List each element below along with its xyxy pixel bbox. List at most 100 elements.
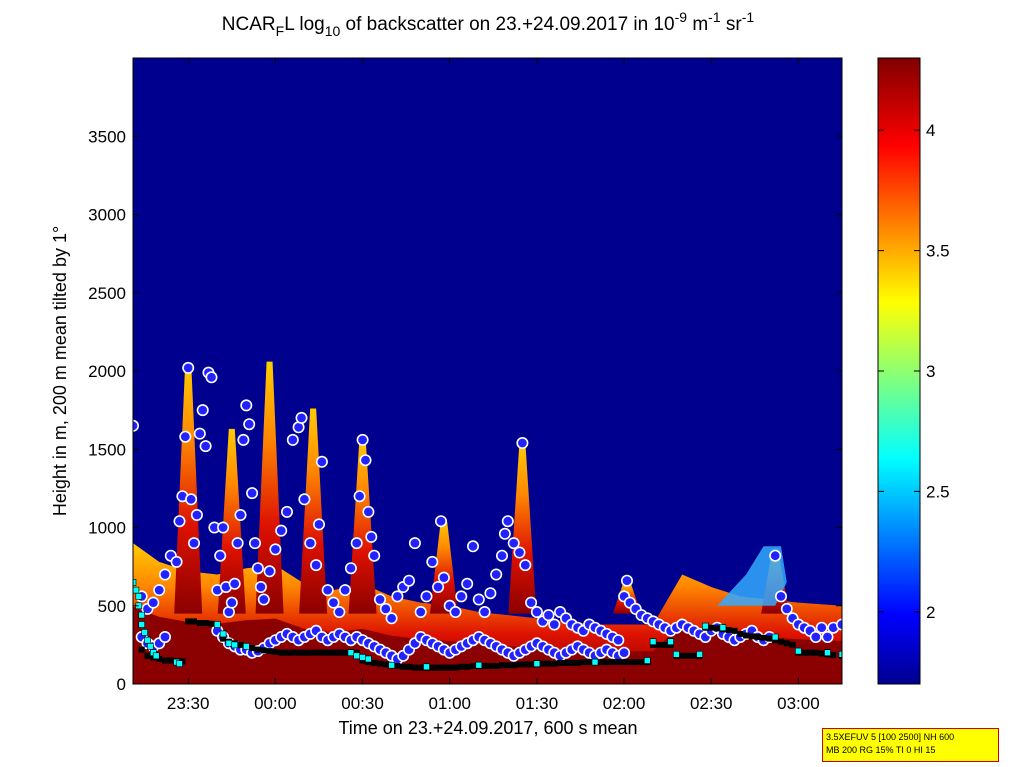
mixing-layer-point <box>638 659 645 666</box>
mixing-layer-point <box>138 646 145 653</box>
layer-point <box>437 571 450 584</box>
layer-point <box>809 630 822 643</box>
layer-point <box>542 609 555 622</box>
layer-point <box>426 555 439 568</box>
cyan-square-point <box>219 630 227 638</box>
y-tick-label: 500 <box>98 597 126 616</box>
mixing-layer-point <box>295 649 302 656</box>
info-line-1: 3.5XEFUV 5 [100 2500] NH 600 <box>826 732 955 742</box>
mixing-layer-point <box>377 660 383 667</box>
layer-point <box>199 440 212 453</box>
cyan-square-point <box>144 636 151 644</box>
y-tick-label: 3000 <box>88 206 126 225</box>
layer-point <box>196 404 209 417</box>
layer-point <box>612 634 625 647</box>
layer-point <box>455 590 468 603</box>
layer-point <box>153 584 166 597</box>
cyan-square-point <box>702 622 709 630</box>
y-tick-label: 0 <box>117 675 126 694</box>
mixing-layer-point <box>510 662 517 669</box>
cyan-square-point <box>719 624 727 632</box>
mixing-layer-point <box>487 663 494 669</box>
mixing-layer-point <box>394 663 401 669</box>
mixing-layer-point <box>586 659 593 666</box>
mixing-layer-point <box>452 664 459 671</box>
layer-point <box>182 361 195 374</box>
mixing-layer-point <box>539 660 546 667</box>
layer-point <box>295 411 308 424</box>
mixing-layer-point <box>685 652 691 659</box>
mixing-layer-point <box>260 647 267 654</box>
mixing-layer-point <box>737 630 744 637</box>
cyan-square-point <box>533 660 541 668</box>
cyan-square-point <box>347 649 355 657</box>
mixing-layer-point <box>464 663 471 670</box>
plot-layers <box>133 361 842 684</box>
mixing-layer-point <box>191 618 197 625</box>
mixing-layer-point <box>818 650 825 657</box>
mixing-layer-point <box>632 659 639 666</box>
layer-point <box>147 596 160 609</box>
colorbar <box>877 57 921 685</box>
mixing-layer-point <box>597 659 604 666</box>
mixing-layer-point <box>551 660 558 667</box>
mixing-layer-point <box>470 663 476 669</box>
mixing-layer-point <box>208 620 215 627</box>
x-tick-label: 03:00 <box>777 694 820 713</box>
layer-point <box>525 596 538 609</box>
mixing-layer-point <box>313 649 320 656</box>
layer-point <box>478 605 491 618</box>
mixing-layer-point <box>522 661 529 668</box>
layer-point <box>243 418 256 431</box>
mixing-layer-point <box>411 664 418 671</box>
mixing-layer-point <box>458 663 465 670</box>
layer-point <box>280 505 293 518</box>
layer-point <box>257 593 270 606</box>
layer-point <box>234 508 247 521</box>
info-line-2: MB 200 RG 15% TI 0 HI 15 <box>826 745 936 755</box>
mixing-layer-point <box>783 640 790 647</box>
colorbar-ticks: 2 2.5 3 3.5 4 <box>878 121 950 622</box>
layer-point <box>513 546 526 559</box>
layer-point <box>263 565 276 578</box>
layer-point <box>312 518 325 531</box>
mixing-layer-point <box>237 641 244 648</box>
mixing-layer-point <box>574 659 581 666</box>
layer-point <box>472 593 485 606</box>
layer-point <box>353 490 366 503</box>
mixing-layer-point <box>301 649 308 656</box>
mixing-layer-point <box>400 663 407 670</box>
layer-point <box>193 427 206 440</box>
cyan-square-point <box>133 586 140 594</box>
layer-point <box>373 593 386 606</box>
mixing-layer-point <box>830 652 837 658</box>
x-tick-label: 00:00 <box>254 694 297 713</box>
cyan-square-point <box>138 611 145 619</box>
layer-point <box>298 493 311 506</box>
layer-point <box>170 555 183 568</box>
mixing-layer-point <box>289 649 296 656</box>
x-tick-label: 23:30 <box>167 694 210 713</box>
cyan-square-point <box>353 652 361 660</box>
colorbar-tick-label: 3 <box>926 362 935 381</box>
y-axis-label: Height in m, 200 m mean tilted by 1° <box>50 226 70 516</box>
mixing-layer-point <box>202 620 209 626</box>
mixing-layer-point <box>516 661 523 668</box>
mixing-layer-point <box>568 659 575 666</box>
colorbar-tick-label: 2.5 <box>926 482 950 501</box>
mixing-layer-point <box>429 664 436 671</box>
mixing-layer-point <box>336 649 343 656</box>
mixing-layer-point <box>440 664 447 671</box>
layer-point <box>217 521 230 534</box>
mixing-layer-point <box>563 659 569 666</box>
mixing-layer-point <box>748 633 755 640</box>
y-tick-label: 1500 <box>88 440 126 459</box>
cyan-square-point <box>138 621 145 628</box>
layer-point <box>461 577 474 590</box>
mixing-layer-point <box>557 659 564 666</box>
title-main-sub: 10 <box>325 23 341 39</box>
layer-point <box>408 537 421 550</box>
title-exp2: -1 <box>708 9 721 25</box>
cyan-square-point <box>795 647 802 655</box>
